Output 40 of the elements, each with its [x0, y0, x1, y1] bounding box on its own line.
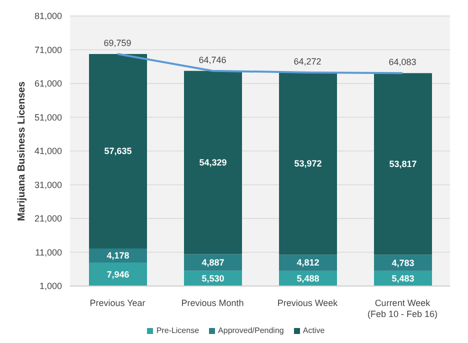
bar: [374, 254, 432, 271]
data-label: 5,483: [392, 273, 414, 284]
data-label: 64,083: [388, 57, 416, 68]
data-label: 54,329: [199, 158, 227, 168]
legend-label: Pre-License: [155, 326, 200, 335]
data-label: 5,530: [202, 273, 224, 284]
y-tick-label: 71,000: [34, 44, 62, 55]
y-tick-label: 81,000: [34, 11, 62, 22]
data-label: 64,746: [198, 54, 226, 65]
bar: [279, 254, 337, 271]
data-label: 4,783: [392, 258, 414, 268]
data-label: 53,817: [389, 158, 417, 169]
data-label: 4,178: [106, 250, 130, 261]
data-label: 53,972: [294, 158, 322, 169]
y-tick-label: 11,000: [35, 247, 62, 258]
data-label: 4,887: [202, 257, 224, 268]
bar: [89, 54, 147, 248]
legend-label: Approved/Pending: [217, 326, 284, 335]
bar: [184, 70, 242, 254]
data-label: 57,635: [104, 146, 132, 156]
data-label: 69,759: [104, 38, 132, 48]
x-tick-label: Previous Month: [181, 298, 244, 308]
bar: [184, 254, 242, 271]
data-label: 4,812: [296, 258, 320, 268]
x-tick-label: Previous Week: [277, 298, 338, 308]
legend-label: Active: [302, 326, 325, 335]
bar: [279, 72, 337, 255]
x-tick-label: Current Week (Feb 10 - Feb 16): [367, 298, 438, 319]
bar: [374, 73, 432, 255]
x-tick-label: Previous Year: [90, 298, 146, 308]
y-tick-label: 61,000: [34, 78, 62, 89]
y-axis-title: Marijuana Business Licenses: [16, 81, 28, 221]
data-label: 5,488: [296, 273, 320, 284]
y-tick-label: 1,000: [39, 281, 62, 292]
y-tick-label: 51,000: [34, 112, 62, 122]
y-tick-label: 31,000: [34, 180, 62, 190]
y-tick-label: 41,000: [34, 146, 62, 156]
data-label: 64,272: [294, 56, 322, 66]
data-label: 7,946: [106, 269, 130, 280]
y-tick-label: 21,000: [34, 214, 62, 224]
